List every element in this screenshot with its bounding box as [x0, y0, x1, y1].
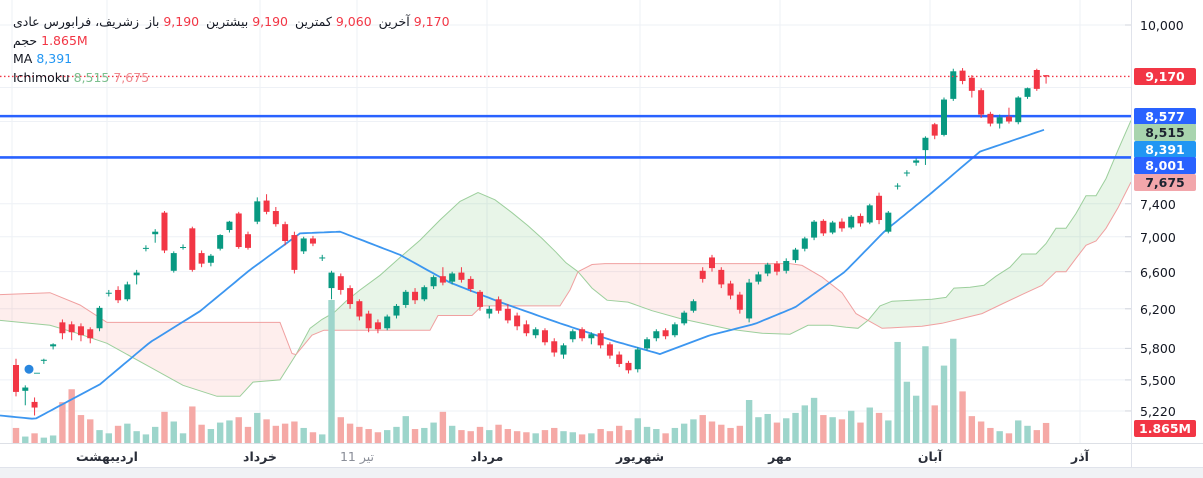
open-label: باز: [146, 14, 160, 29]
high-label: بیشترین: [206, 14, 249, 29]
legend-ohlc-row[interactable]: زشریف، فرابورس عادی باز 9,190 بیشترین 9,19…: [13, 14, 450, 31]
last-label: آخرین: [378, 14, 410, 29]
time-label[interactable]: 11 تیر: [339, 449, 375, 464]
price-badge-ichimoku-b[interactable]: 7,675: [1134, 173, 1196, 191]
price-badge-last-price[interactable]: 9,170: [1134, 67, 1196, 85]
price-badge-ma[interactable]: 8,391: [1134, 140, 1196, 158]
ichimoku-b-value: 7,675: [113, 69, 150, 85]
symbol-name[interactable]: زشریف، فرابورس عادی: [13, 14, 140, 29]
time-label[interactable]: اردیبهشت: [76, 449, 138, 464]
ma-label: MA: [13, 51, 33, 66]
price-tick-label: 5,220: [1140, 403, 1176, 419]
time-label[interactable]: شهریور: [615, 449, 665, 464]
price-axis-separator: [1131, 0, 1132, 467]
candlesticks: [13, 68, 1050, 416]
price-tick-label: 10,000: [1140, 18, 1184, 33]
volume-bars: [12, 300, 1050, 443]
price-tick-label: 7,400: [1140, 196, 1176, 212]
legend: زشریف، فرابورس عادی باز 9,190 بیشترین 9,19…: [13, 14, 450, 88]
price-tick-label: 5,500: [1140, 372, 1176, 388]
price-badge-ichimoku-a[interactable]: 8,515: [1134, 124, 1196, 142]
high-value: 9,190: [252, 14, 289, 29]
ichimoku-label: Ichimoku: [13, 69, 70, 85]
volume-badge: 1.865M: [1134, 419, 1196, 437]
low-label: کمترین: [295, 14, 332, 29]
time-label[interactable]: خرداد: [243, 449, 277, 464]
drawing-point-marker[interactable]: [24, 364, 41, 374]
price-axis-ticks: [1125, 24, 1131, 412]
ichimoku-a-value: 8,515: [73, 69, 110, 85]
time-label[interactable]: مهر: [768, 449, 792, 464]
volume-label: حجم: [13, 32, 38, 48]
time-label[interactable]: آذر: [1071, 449, 1089, 464]
last-value: 9,170: [413, 14, 450, 29]
price-tick-label: 6,200: [1140, 301, 1176, 317]
time-label[interactable]: مرداد: [470, 449, 504, 464]
open-value: 9,190: [163, 14, 200, 29]
price-tick-label: 5,800: [1140, 341, 1176, 357]
price-badge-hline[interactable]: 8,001: [1134, 157, 1196, 175]
legend-ma-row[interactable]: MA 8,391: [13, 51, 450, 68]
moving-average-line: [0, 128, 1045, 420]
price-tick-label: 6,600: [1140, 264, 1176, 280]
legend-ichimoku-row[interactable]: Ichimoku 8,515 7,675: [13, 70, 450, 87]
price-tick-label: 7,000: [1140, 229, 1176, 245]
horizontal-level-lines[interactable]: [0, 114, 1131, 159]
price-badge-hline[interactable]: 8,577: [1134, 107, 1196, 125]
legend-volume-row[interactable]: حجم 1.865M: [13, 33, 450, 50]
time-axis-separator: [0, 443, 1203, 444]
time-label[interactable]: آبان: [917, 449, 943, 464]
bottom-strip: [0, 467, 1203, 478]
ma-value: 8,391: [36, 51, 73, 66]
low-value: 9,060: [335, 14, 372, 29]
ichimoku-cloud: [0, 120, 1132, 397]
volume-value: 1.865M: [41, 32, 88, 48]
